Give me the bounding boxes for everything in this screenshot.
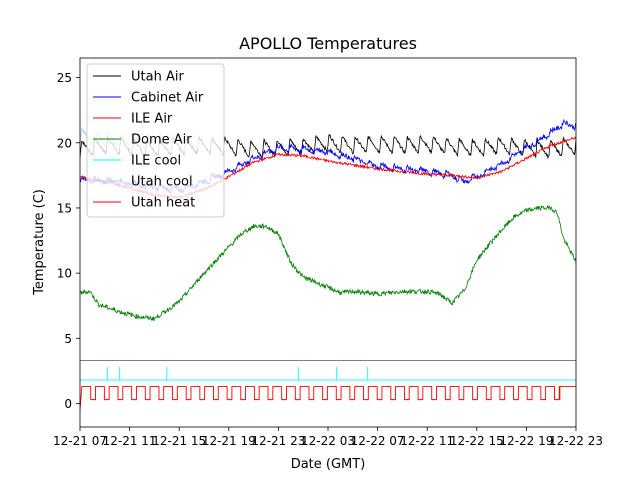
- x-tick-label: 12-22 03: [301, 434, 355, 448]
- legend-label-cabinet-air: Cabinet Air: [131, 91, 204, 106]
- legend-label-utah-heat: Utah heat: [131, 196, 195, 211]
- x-tick-label: 12-22 11: [400, 434, 454, 448]
- x-tick-label: 12-22 07: [351, 434, 405, 448]
- legend-label-dome-air: Dome Air: [131, 133, 192, 148]
- y-tick-label: 10: [57, 267, 72, 281]
- legend-box: [86, 63, 225, 218]
- y-tick-label: 25: [57, 71, 72, 85]
- y-tick-label: 0: [64, 397, 72, 411]
- legend-label-utah-air: Utah Air: [131, 70, 184, 85]
- y-axis-label: Temperature (C): [32, 189, 47, 296]
- legend: Utah Air Cabinet Air ILE Air Dome Air ILE co…: [86, 63, 225, 218]
- x-tick-label: 12-22 19: [499, 434, 553, 448]
- series-line-dome-air: [80, 205, 576, 321]
- legend-label-ile-cool: ILE cool: [131, 154, 181, 169]
- x-tick-label: 12-22 23: [549, 434, 603, 448]
- x-tick-label: 12-21 15: [152, 434, 206, 448]
- y-tick-label: 20: [57, 136, 72, 150]
- x-tick-label: 12-21 19: [202, 434, 256, 448]
- x-tick-label: 12-21 23: [251, 434, 305, 448]
- y-tick-label: 15: [57, 201, 72, 215]
- legend-label-utah-cool: Utah cool: [131, 175, 193, 190]
- series-line-ile-cool: [80, 367, 576, 381]
- chart-title: APOLLO Temperatures: [239, 34, 417, 53]
- x-tick-label: 12-21 07: [53, 434, 107, 448]
- x-tick-label: 12-22 15: [450, 434, 504, 448]
- series-line-utah-heat: [80, 386, 576, 411]
- legend-label-ile-air: ILE Air: [131, 112, 173, 127]
- y-tick-label: 5: [64, 332, 72, 346]
- x-tick-label: 12-21 11: [103, 434, 157, 448]
- x-axis-label: Date (GMT): [291, 457, 366, 472]
